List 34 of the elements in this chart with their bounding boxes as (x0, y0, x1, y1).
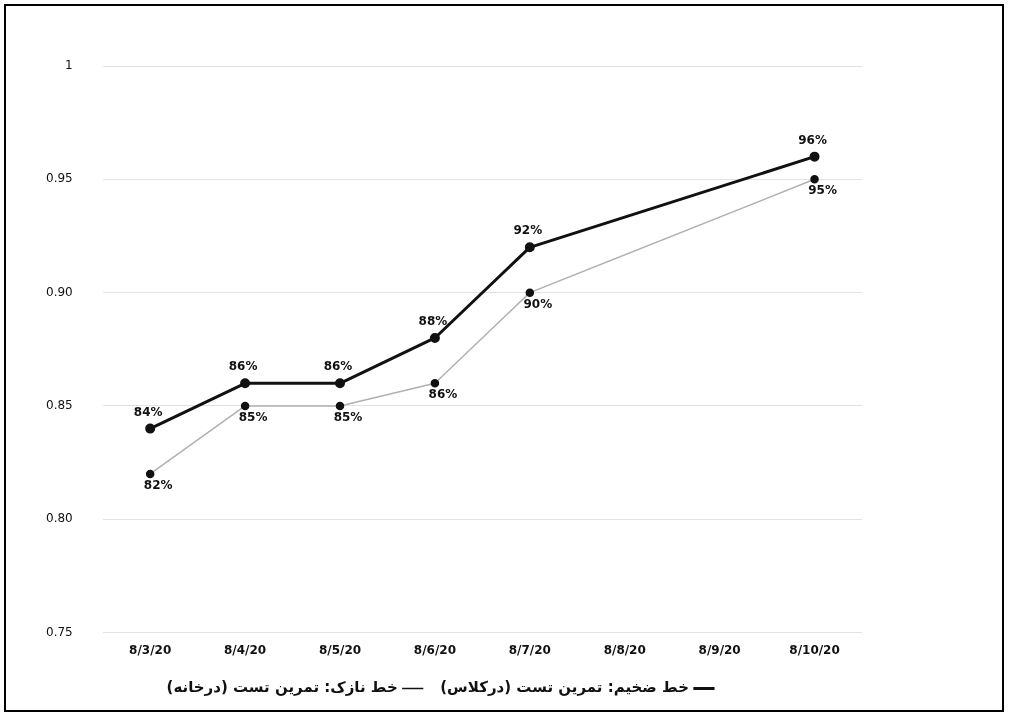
y-tick-label: 0.75 (46, 624, 73, 639)
data-label: 82% (143, 478, 173, 493)
point (809, 151, 820, 162)
data-label: 92% (513, 223, 543, 238)
x-tick-label: 8/4/20 (224, 642, 267, 657)
data-label: 84% (133, 404, 163, 419)
x-tick-label: 8/9/20 (698, 642, 741, 657)
point (334, 378, 345, 389)
y-tick-label: 0.95 (46, 171, 73, 186)
point (524, 242, 535, 253)
y-tick-label: 1 (65, 58, 73, 73)
x-tick-label: 8/5/20 (318, 642, 362, 657)
y-tick-label: 0.90 (46, 284, 73, 299)
y-tick-label: 0.85 (46, 398, 73, 413)
x-tick-label: 8/6/20 (413, 642, 456, 657)
data-label: 86% (428, 387, 458, 402)
data-label: 86% (323, 359, 353, 374)
data-label: 90% (523, 296, 553, 311)
y-tick-label: 0.80 (46, 511, 73, 526)
x-tick-label: 8/7/20 (508, 642, 551, 657)
data-label: 88% (418, 314, 448, 329)
point (429, 332, 440, 343)
legend-label: خط ضخیم: تمرین تست (درکلاس) (440, 678, 689, 697)
data-label: 95% (808, 183, 837, 198)
x-tick-label: 8/8/20 (603, 642, 646, 657)
point (240, 378, 251, 389)
x-tick-label: 8/3/20 (129, 642, 172, 657)
data-label: 85% (333, 410, 363, 425)
data-label: 86% (228, 359, 258, 374)
data-label: 96% (798, 132, 827, 147)
x-tick-label: 8/10/20 (789, 642, 840, 657)
data-label: 85% (238, 410, 268, 425)
point (145, 423, 156, 434)
legend-label: خط نازک: تمرین تست (درخانه) (166, 678, 398, 697)
